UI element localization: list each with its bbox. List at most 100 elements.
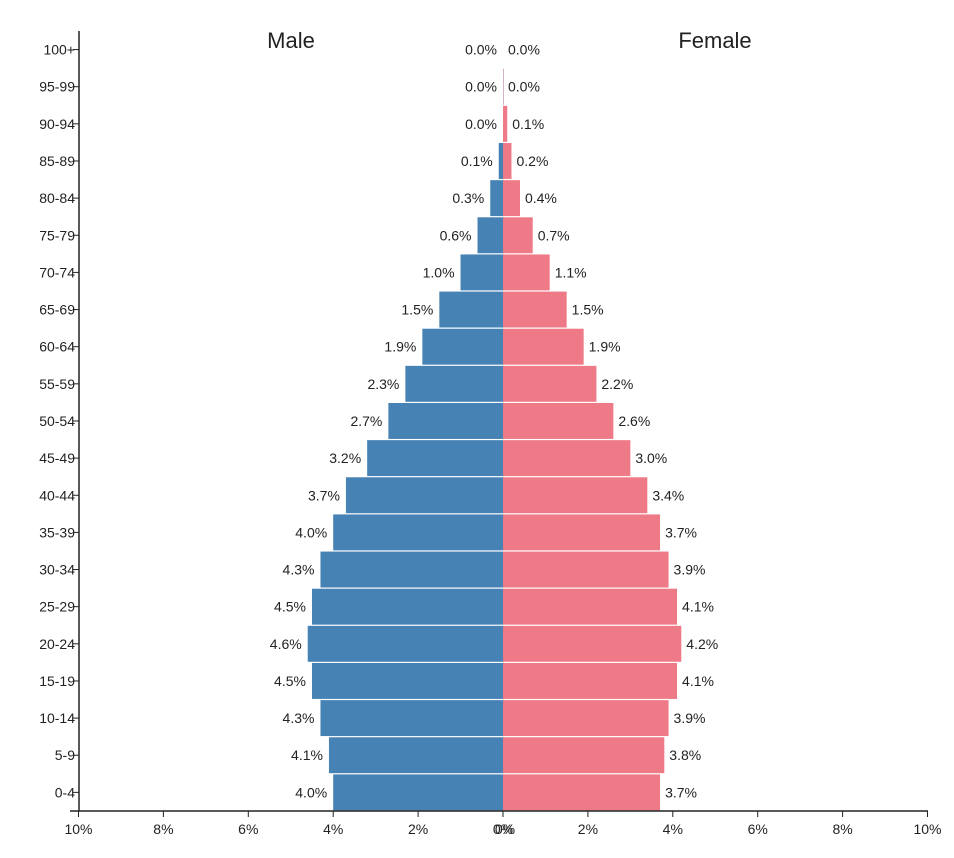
value-labels-group: 0.0% 0.0% 0.0% 0.0% 0.0% 0.1% 0.1% 0.2% 0.3% 0.4%… — [270, 42, 718, 801]
label-female-95-99: 0.0% — [508, 79, 540, 95]
x-tick-label: 4% — [663, 821, 683, 837]
bar-male-25-29 — [311, 588, 503, 625]
bar-female-85-89 — [503, 143, 512, 179]
label-female-0-4: 3.7% — [665, 784, 697, 800]
label-male-100+: 0.0% — [465, 42, 497, 58]
female-title: Female — [678, 28, 751, 53]
y-tick-label: 45-49 — [39, 450, 75, 466]
label-female-35-39: 3.7% — [665, 524, 697, 540]
bar-male-70-74 — [460, 254, 503, 291]
label-male-25-29: 4.5% — [274, 599, 306, 615]
bar-male-0-4 — [333, 774, 503, 811]
y-tick-label: 0-4 — [55, 784, 75, 800]
x-tick-label: 0% — [495, 821, 515, 837]
y-tick-label: 25-29 — [39, 599, 75, 615]
bar-female-15-19 — [503, 662, 678, 699]
label-male-35-39: 4.0% — [295, 524, 327, 540]
label-male-60-64: 1.9% — [384, 339, 416, 355]
label-female-25-29: 4.1% — [682, 599, 714, 615]
label-female-100+: 0.0% — [508, 42, 540, 58]
label-female-30-34: 3.9% — [674, 562, 706, 578]
label-male-85-89: 0.1% — [461, 153, 493, 169]
label-female-20-24: 4.2% — [686, 636, 718, 652]
bar-female-70-74 — [503, 254, 550, 291]
label-male-5-9: 4.1% — [291, 747, 323, 763]
label-male-65-69: 1.5% — [401, 302, 433, 318]
bar-male-35-39 — [333, 514, 503, 551]
bar-female-45-49 — [503, 440, 631, 477]
bar-female-90-94 — [503, 105, 508, 142]
label-male-15-19: 4.5% — [274, 673, 306, 689]
y-tick-label: 60-64 — [39, 339, 75, 355]
y-axis: 100+ 95-99 90-94 85-89 80-84 75-79 70-74 65-69 6… — [39, 31, 80, 811]
label-female-65-69: 1.5% — [572, 302, 604, 318]
label-female-40-44: 3.4% — [652, 487, 684, 503]
x-tick-label: 4% — [323, 821, 343, 837]
label-male-75-79: 0.6% — [440, 227, 472, 243]
bar-male-65-69 — [439, 291, 503, 328]
label-female-10-14: 3.9% — [674, 710, 706, 726]
y-tick-label: 90-94 — [39, 116, 75, 132]
bar-male-75-79 — [477, 217, 503, 254]
y-tick-label: 75-79 — [39, 227, 75, 243]
bar-female-5-9 — [503, 737, 665, 774]
label-female-75-79: 0.7% — [538, 227, 570, 243]
bar-male-15-19 — [311, 662, 503, 699]
bar-female-65-69 — [503, 291, 567, 328]
x-axis: 10% 8% 6% 4% 2% 0%0% 2% 4% 6% 8% 10% — [64, 810, 942, 837]
bar-female-50-54 — [503, 403, 614, 439]
bars-group — [307, 68, 682, 811]
label-female-85-89: 0.2% — [516, 153, 548, 169]
bar-male-45-49 — [367, 440, 503, 477]
y-tick-label: 30-34 — [39, 562, 75, 578]
label-male-40-44: 3.7% — [308, 487, 340, 503]
label-male-20-24: 4.6% — [270, 636, 302, 652]
bar-female-95-99 — [503, 68, 504, 105]
label-male-95-99: 0.0% — [465, 79, 497, 95]
label-female-70-74: 1.1% — [555, 264, 587, 280]
bar-female-40-44 — [503, 477, 648, 514]
bar-male-60-64 — [422, 328, 503, 365]
y-tick-label: 95-99 — [39, 79, 75, 95]
label-female-15-19: 4.1% — [682, 673, 714, 689]
bar-female-60-64 — [503, 328, 584, 365]
label-male-10-14: 4.3% — [283, 710, 315, 726]
label-male-80-84: 0.3% — [452, 190, 484, 206]
bar-female-80-84 — [503, 180, 520, 217]
label-female-55-59: 2.2% — [601, 376, 633, 392]
bar-female-10-14 — [503, 700, 669, 737]
label-female-80-84: 0.4% — [525, 190, 557, 206]
bar-female-25-29 — [503, 588, 678, 625]
bar-male-10-14 — [320, 700, 503, 737]
x-tick-label: 10% — [64, 821, 92, 837]
bar-male-55-59 — [405, 365, 503, 402]
label-male-90-94: 0.0% — [465, 116, 497, 132]
x-tick-label: 6% — [238, 821, 258, 837]
bar-male-95-99 — [503, 68, 504, 105]
male-title: Male — [267, 28, 315, 53]
y-tick-label: 70-74 — [39, 264, 75, 280]
label-female-5-9: 3.8% — [669, 747, 701, 763]
x-tick-label: 10% — [913, 821, 941, 837]
label-female-50-54: 2.6% — [618, 413, 650, 429]
label-male-0-4: 4.0% — [295, 784, 327, 800]
y-tick-label: 35-39 — [39, 524, 75, 540]
y-tick-label: 50-54 — [39, 413, 75, 429]
y-tick-label: 80-84 — [39, 190, 75, 206]
x-tick-label: 8% — [832, 821, 852, 837]
y-tick-label: 20-24 — [39, 636, 75, 652]
bar-male-20-24 — [307, 625, 503, 662]
bar-male-5-9 — [328, 737, 503, 774]
x-tick-label: 6% — [748, 821, 768, 837]
label-female-90-94: 0.1% — [512, 116, 544, 132]
bar-male-40-44 — [345, 477, 503, 514]
bar-female-0-4 — [503, 774, 661, 811]
y-tick-label: 100+ — [43, 42, 75, 58]
x-tick-label: 2% — [408, 821, 428, 837]
bar-male-85-89 — [498, 143, 503, 179]
label-male-45-49: 3.2% — [329, 450, 361, 466]
label-male-55-59: 2.3% — [367, 376, 399, 392]
y-tick-label: 55-59 — [39, 376, 75, 392]
label-male-50-54: 2.7% — [350, 413, 382, 429]
